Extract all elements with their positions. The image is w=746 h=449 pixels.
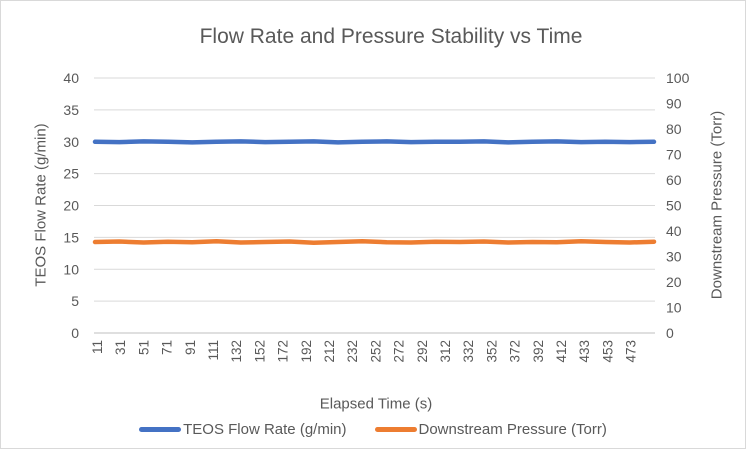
y-tick-label-right: 0 <box>666 325 674 341</box>
x-tick-label: 71 <box>160 340 175 355</box>
x-tick-label: 412 <box>554 340 569 363</box>
x-tick-label: 172 <box>276 340 291 363</box>
series-line-1 <box>92 238 657 245</box>
y-tick-label-right: 60 <box>666 172 682 188</box>
y-tick-label-left: 5 <box>71 293 79 309</box>
x-tick-label: 11 <box>90 340 105 354</box>
x-tick-label: 332 <box>461 340 476 363</box>
x-tick-label: 212 <box>322 340 337 363</box>
y-tick-label-left: 15 <box>63 229 79 245</box>
x-tick-label: 232 <box>345 340 360 363</box>
x-tick-label: 292 <box>415 340 430 363</box>
teos-flow-rate-line-swatch-icon <box>139 427 182 432</box>
y-tick-label-right: 70 <box>666 147 682 163</box>
x-tick-label: 111 <box>206 340 221 361</box>
x-tick-label: 352 <box>484 340 499 363</box>
y-tick-label-left: 40 <box>63 70 79 86</box>
legend-item-downstream-pressure: Downstream Pressure (Torr) <box>374 421 607 438</box>
x-tick-label: 272 <box>392 340 407 363</box>
y-tick-label-left: 20 <box>63 198 79 214</box>
y-tick-label-left: 0 <box>71 325 79 341</box>
legend-item-teos-flow-rate: TEOS Flow Rate (g/min) <box>139 421 347 438</box>
x-axis-title: Elapsed Time (s) <box>319 395 433 413</box>
y-tick-label-right: 80 <box>666 121 682 137</box>
y-tick-label-right: 20 <box>666 274 682 290</box>
y-tick-label-left: 35 <box>63 102 79 118</box>
x-tick-label: 312 <box>438 340 453 363</box>
x-tick-label: 192 <box>299 340 314 363</box>
x-tick-label: 392 <box>531 340 546 363</box>
x-tick-label: 152 <box>252 340 267 363</box>
y-tick-label-right: 90 <box>666 96 682 112</box>
x-tick-label: 31 <box>113 340 128 355</box>
x-tick-label: 433 <box>577 340 592 363</box>
x-tick-label: 252 <box>368 340 383 363</box>
y-tick-label-left: 25 <box>63 166 79 182</box>
legend-label: TEOS Flow Rate (g/min) <box>183 421 347 438</box>
x-tick-label: 372 <box>508 340 523 363</box>
series-line-0 <box>92 139 657 145</box>
y-tick-label-left: 10 <box>63 261 79 277</box>
y-tick-label-right: 100 <box>666 70 690 86</box>
legend: TEOS Flow Rate (g/min) Downstream Pressu… <box>1 421 745 438</box>
y-tick-label-right: 40 <box>666 223 682 239</box>
y-tick-label-right: 50 <box>666 198 682 214</box>
x-tick-label: 453 <box>600 340 615 363</box>
downstream-pressure-line-swatch-icon <box>374 427 417 432</box>
y-tick-label-right: 30 <box>666 249 682 265</box>
x-tick-label: 91 <box>183 340 198 355</box>
x-tick-label: 132 <box>229 340 244 363</box>
y-tick-label-right: 10 <box>666 300 682 316</box>
legend-label: Downstream Pressure (Torr) <box>418 421 607 438</box>
chart-title: Flow Rate and Pressure Stability vs Time <box>199 25 583 48</box>
y-tick-label-left: 30 <box>63 134 79 150</box>
x-tick-label: 51 <box>136 340 151 355</box>
x-tick-label: 473 <box>624 340 639 363</box>
